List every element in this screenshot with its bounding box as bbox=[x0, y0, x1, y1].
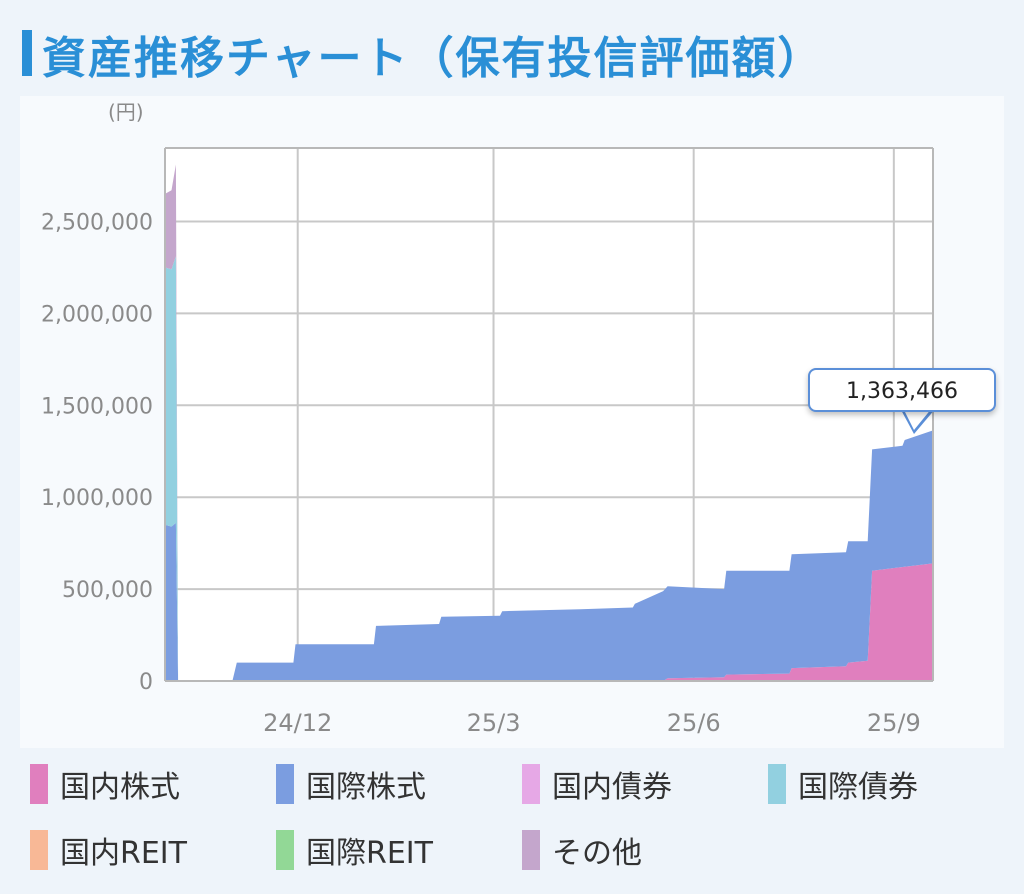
area-series-1 bbox=[165, 563, 933, 681]
x-tick-label: 24/12 bbox=[263, 709, 332, 737]
legend-label: 国内株式 bbox=[60, 770, 180, 805]
legend-label: 国内債券 bbox=[552, 770, 672, 805]
y-tick-label: 1,000,000 bbox=[41, 486, 153, 511]
area-series-2 bbox=[165, 430, 933, 681]
x-axis-ticks: 24/12 25/3 25/6 25/9 bbox=[263, 709, 921, 737]
page-title: 資産推移チャート（保有投信評価額） bbox=[42, 33, 824, 84]
legend-swatch bbox=[30, 764, 48, 804]
legend-swatch bbox=[276, 830, 294, 870]
legend-label: 国際REIT bbox=[306, 836, 433, 871]
legend-swatch bbox=[276, 764, 294, 804]
y-tick-label: 1,500,000 bbox=[41, 394, 153, 419]
x-tick-label: 25/9 bbox=[867, 709, 921, 737]
legend-swatch bbox=[768, 764, 786, 804]
legend-swatch bbox=[522, 830, 540, 870]
y-tick-label: 2,500,000 bbox=[41, 211, 153, 236]
title-accent-bar bbox=[22, 30, 32, 76]
y-tick-label: 2,000,000 bbox=[41, 302, 153, 327]
legend-label: 国際債券 bbox=[798, 770, 918, 805]
y-axis-unit: (円) bbox=[108, 100, 144, 124]
legend-label: その他 bbox=[552, 836, 642, 871]
stacked-areas bbox=[165, 164, 933, 681]
legend-item-3[interactable]: 国内債券 bbox=[522, 762, 672, 806]
legend-swatch bbox=[30, 830, 48, 870]
legend-item-6[interactable]: 国際REIT bbox=[276, 828, 433, 872]
legend-item-7[interactable]: その他 bbox=[522, 828, 642, 872]
legend-item-2[interactable]: 国際株式 bbox=[276, 762, 426, 806]
y-axis-ticks: 0 500,000 1,000,000 1,500,000 2,000,000 2,500… bbox=[41, 211, 153, 695]
y-tick-label: 500,000 bbox=[62, 578, 153, 603]
legend-label: 国内REIT bbox=[60, 836, 187, 871]
x-tick-label: 25/3 bbox=[467, 709, 521, 737]
legend-swatch bbox=[522, 764, 540, 804]
tooltip-pointer-inner bbox=[903, 408, 932, 430]
legend-item-1[interactable]: 国内株式 bbox=[30, 762, 180, 806]
legend-item-5[interactable]: 国内REIT bbox=[30, 828, 187, 872]
legend-label: 国際株式 bbox=[306, 770, 426, 805]
y-tick-label: 0 bbox=[139, 670, 153, 695]
x-tick-label: 25/6 bbox=[667, 709, 721, 737]
value-tooltip: 1,363,466 bbox=[808, 368, 996, 412]
legend-item-4[interactable]: 国際債券 bbox=[768, 762, 918, 806]
